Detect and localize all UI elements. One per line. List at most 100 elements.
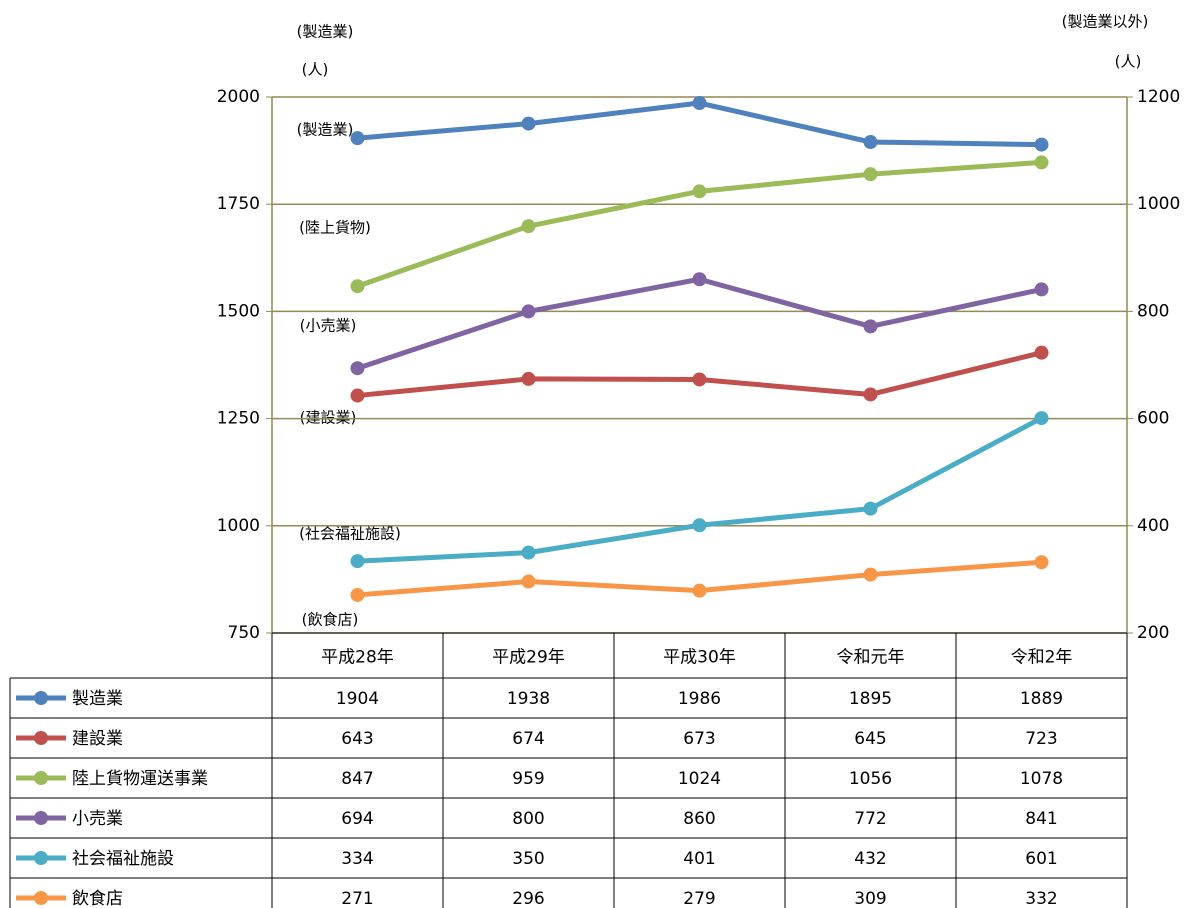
point — [863, 501, 878, 516]
legend-label: 陸上貨物運送事業 — [72, 769, 208, 789]
x-tick-label: 平成28年 — [321, 648, 394, 668]
table-cell: 674 — [512, 729, 544, 749]
annotation: (陸上貨物) — [299, 219, 371, 237]
y2-axis-label: (製造業以外) — [1062, 13, 1149, 31]
point — [350, 361, 365, 376]
table-cell: 1056 — [849, 769, 892, 789]
point — [350, 587, 365, 602]
table-cell: 432 — [854, 849, 886, 869]
table-cell: 350 — [512, 849, 544, 869]
legend-swatch — [34, 731, 48, 745]
point — [521, 574, 536, 589]
table-cell: 694 — [341, 809, 373, 829]
y-tick-label: 750 — [228, 623, 260, 643]
legend-label: 飲食店 — [72, 889, 123, 908]
table-cell: 723 — [1025, 729, 1057, 749]
legend-label: 製造業 — [72, 689, 123, 709]
table-cell: 800 — [512, 809, 544, 829]
legend-label: 社会福祉施設 — [72, 849, 174, 869]
legend-label: 小売業 — [72, 809, 123, 829]
table-cell: 1895 — [849, 689, 892, 709]
table-cell: 601 — [1025, 849, 1057, 869]
point — [1034, 411, 1049, 426]
point — [521, 116, 536, 131]
x-tick-label: 令和2年 — [1011, 648, 1073, 668]
y2-tick-label: 800 — [1137, 301, 1169, 321]
legend-swatch — [34, 891, 48, 905]
table-cell: 1904 — [336, 689, 379, 709]
legend-swatch — [34, 691, 48, 705]
table-cell: 401 — [683, 849, 715, 869]
y2-tick-label: 200 — [1137, 623, 1169, 643]
legend-swatch — [34, 811, 48, 825]
table-cell: 271 — [341, 889, 373, 908]
point — [863, 387, 878, 402]
point — [692, 184, 707, 199]
x-tick-label: 平成30年 — [663, 648, 736, 668]
point — [521, 304, 536, 319]
series-line — [357, 415, 1043, 564]
y2-tick-label: 1000 — [1137, 194, 1180, 214]
table-cell: 334 — [341, 849, 373, 869]
legend-swatch — [34, 771, 48, 785]
point — [521, 219, 536, 234]
annotation: (建設業) — [300, 409, 357, 427]
table-cell: 959 — [512, 769, 544, 789]
legend-swatch — [34, 851, 48, 865]
annotation: (製造業) — [297, 121, 354, 139]
table-cell: 673 — [683, 729, 715, 749]
table-cell: 1024 — [678, 769, 721, 789]
y-tick-label: 2000 — [217, 87, 260, 107]
table-cell: 296 — [512, 889, 544, 908]
table-cell: 1889 — [1020, 689, 1063, 709]
point — [692, 272, 707, 287]
table-cell: 279 — [683, 889, 715, 908]
table-cell: 1938 — [507, 689, 550, 709]
point — [350, 554, 365, 569]
point — [692, 518, 707, 533]
series-line — [356, 159, 1042, 289]
table-cell: 841 — [1025, 809, 1057, 829]
y2-tick-label: 600 — [1137, 409, 1169, 429]
annotation: (飲食店) — [302, 611, 359, 629]
y2-unit-label: (人) — [1115, 53, 1142, 71]
table-cell: 645 — [854, 729, 886, 749]
y-tick-label: 1750 — [217, 194, 260, 214]
point — [863, 319, 878, 334]
point — [1034, 345, 1049, 360]
table-cell: 1078 — [1020, 769, 1063, 789]
annotation: (社会福祉施設) — [299, 525, 401, 543]
y2-tick-label: 1200 — [1137, 87, 1180, 107]
point — [863, 567, 878, 582]
point — [350, 279, 365, 294]
series-line — [356, 276, 1043, 371]
point — [1034, 555, 1049, 570]
point — [1034, 155, 1049, 170]
point — [1034, 282, 1049, 297]
point — [350, 131, 365, 146]
y2-tick-label: 400 — [1137, 516, 1169, 536]
point — [692, 583, 707, 598]
legend-label: 建設業 — [72, 729, 123, 749]
point — [692, 372, 707, 387]
point — [350, 388, 365, 403]
y-axis-label: (製造業) — [297, 23, 354, 41]
y-tick-label: 1250 — [217, 409, 260, 429]
point — [863, 135, 878, 150]
table-cell: 332 — [1025, 889, 1057, 908]
table-cell: 643 — [341, 729, 373, 749]
y-tick-label: 1000 — [217, 516, 260, 536]
table-cell: 847 — [341, 769, 373, 789]
x-tick-label: 令和元年 — [837, 648, 905, 668]
point — [521, 371, 536, 386]
point — [1034, 137, 1049, 152]
point — [692, 96, 707, 111]
point — [863, 167, 878, 182]
table-cell: 772 — [854, 809, 886, 829]
table-cell: 1986 — [678, 689, 721, 709]
table-cell: 860 — [683, 809, 715, 829]
x-tick-label: 平成29年 — [492, 648, 565, 668]
annotation: (小売業) — [300, 317, 357, 335]
point — [521, 545, 536, 560]
